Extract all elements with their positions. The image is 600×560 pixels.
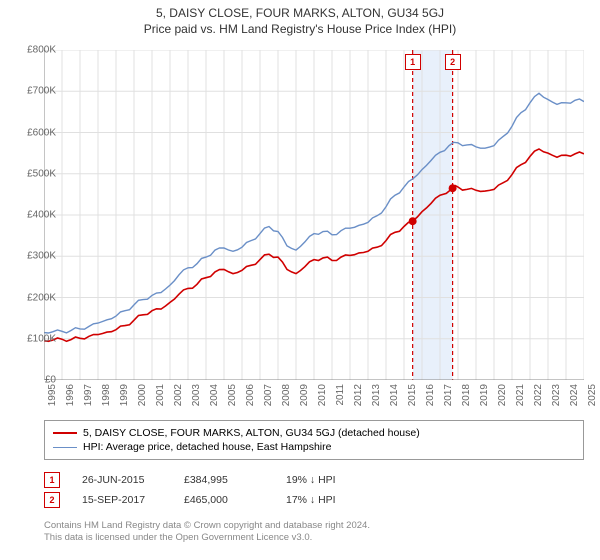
x-tick-label: 2011: [335, 384, 346, 406]
transaction-marker-icon: 1: [44, 472, 60, 488]
legend-row: 5, DAISY CLOSE, FOUR MARKS, ALTON, GU34 …: [53, 427, 575, 439]
y-tick-label: £400K: [6, 210, 56, 221]
x-tick-label: 2007: [263, 384, 274, 406]
transaction-date: 15-SEP-2017: [82, 494, 162, 506]
x-tick-label: 2024: [569, 384, 580, 406]
transaction-delta: 19% ↓ HPI: [286, 474, 336, 486]
y-tick-label: £700K: [6, 86, 56, 97]
transaction-date: 26-JUN-2015: [82, 474, 162, 486]
x-tick-label: 1997: [83, 384, 94, 406]
x-tick-label: 1996: [65, 384, 76, 406]
x-tick-label: 2015: [407, 384, 418, 406]
transaction-price: £384,995: [184, 474, 264, 486]
x-tick-label: 2014: [389, 384, 400, 406]
transaction-marker-icon: 2: [44, 492, 60, 508]
chart-container: 5, DAISY CLOSE, FOUR MARKS, ALTON, GU34 …: [0, 0, 600, 560]
footer-line: Contains HM Land Registry data © Crown c…: [44, 520, 370, 532]
legend: 5, DAISY CLOSE, FOUR MARKS, ALTON, GU34 …: [44, 420, 584, 460]
chart-svg: [44, 50, 584, 380]
x-tick-label: 2022: [533, 384, 544, 406]
x-tick-label: 2013: [371, 384, 382, 406]
chart-subtitle: Price paid vs. HM Land Registry's House …: [0, 20, 600, 40]
x-tick-label: 2000: [137, 384, 148, 406]
table-row: 1 26-JUN-2015 £384,995 19% ↓ HPI: [44, 472, 336, 488]
x-tick-label: 2009: [299, 384, 310, 406]
x-tick-label: 2016: [425, 384, 436, 406]
y-tick-label: £100K: [6, 333, 56, 344]
x-tick-label: 2019: [479, 384, 490, 406]
y-tick-label: £500K: [6, 168, 56, 179]
x-tick-label: 2018: [461, 384, 472, 406]
footer-line: This data is licensed under the Open Gov…: [44, 532, 370, 544]
y-tick-label: £300K: [6, 251, 56, 262]
y-tick-label: £200K: [6, 292, 56, 303]
vline-marker-icon: 2: [445, 54, 461, 70]
transaction-price: £465,000: [184, 494, 264, 506]
x-tick-label: 2003: [191, 384, 202, 406]
table-row: 2 15-SEP-2017 £465,000 17% ↓ HPI: [44, 492, 336, 508]
footer: Contains HM Land Registry data © Crown c…: [44, 520, 370, 545]
legend-swatch-icon: [53, 432, 77, 434]
x-tick-label: 1998: [101, 384, 112, 406]
vline-marker-icon: 1: [405, 54, 421, 70]
x-tick-label: 2012: [353, 384, 364, 406]
transactions-table: 1 26-JUN-2015 £384,995 19% ↓ HPI 2 15-SE…: [44, 468, 336, 512]
chart-title: 5, DAISY CLOSE, FOUR MARKS, ALTON, GU34 …: [0, 0, 600, 20]
x-tick-label: 2023: [551, 384, 562, 406]
x-tick-label: 2002: [173, 384, 184, 406]
x-tick-label: 2010: [317, 384, 328, 406]
legend-swatch-icon: [53, 447, 77, 448]
legend-label: HPI: Average price, detached house, East…: [83, 441, 331, 453]
x-tick-label: 2021: [515, 384, 526, 406]
legend-label: 5, DAISY CLOSE, FOUR MARKS, ALTON, GU34 …: [83, 427, 420, 439]
legend-row: HPI: Average price, detached house, East…: [53, 441, 575, 453]
chart-plot-area: [44, 50, 584, 380]
x-tick-label: 1995: [47, 384, 58, 406]
x-tick-label: 2020: [497, 384, 508, 406]
x-tick-label: 2025: [587, 384, 598, 406]
x-tick-label: 2005: [227, 384, 238, 406]
y-tick-label: £600K: [6, 127, 56, 138]
x-tick-label: 2001: [155, 384, 166, 406]
x-tick-label: 2004: [209, 384, 220, 406]
y-tick-label: £800K: [6, 45, 56, 56]
x-tick-label: 2017: [443, 384, 454, 406]
x-tick-label: 2006: [245, 384, 256, 406]
x-tick-label: 1999: [119, 384, 130, 406]
x-tick-label: 2008: [281, 384, 292, 406]
transaction-delta: 17% ↓ HPI: [286, 494, 336, 506]
